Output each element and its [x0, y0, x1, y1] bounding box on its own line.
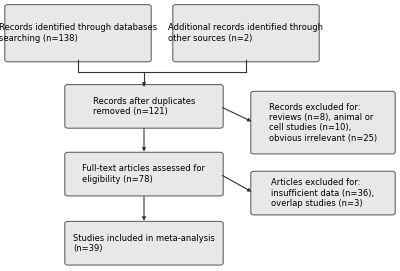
Text: Studies included in meta-analysis
(n=39): Studies included in meta-analysis (n=39) — [73, 234, 215, 253]
FancyBboxPatch shape — [65, 85, 223, 128]
Text: Records identified through databases
searching (n=138): Records identified through databases sea… — [0, 24, 157, 43]
FancyBboxPatch shape — [5, 5, 151, 62]
FancyBboxPatch shape — [65, 221, 223, 265]
FancyBboxPatch shape — [65, 152, 223, 196]
FancyBboxPatch shape — [251, 171, 395, 215]
Text: Full-text articles assessed for
eligibility (n=78): Full-text articles assessed for eligibil… — [82, 164, 206, 184]
Text: Records after duplicates
removed (n=121): Records after duplicates removed (n=121) — [93, 97, 195, 116]
Text: Articles excluded for:
insufficient data (n=36),
overlap studies (n=3): Articles excluded for: insufficient data… — [272, 178, 374, 208]
FancyBboxPatch shape — [251, 91, 395, 154]
Text: Additional records identified through
other sources (n=2): Additional records identified through ot… — [168, 24, 324, 43]
FancyBboxPatch shape — [173, 5, 319, 62]
Text: Records excluded for:
reviews (n=8), animal or
cell studies (n=10),
obvious irre: Records excluded for: reviews (n=8), ani… — [269, 102, 377, 143]
